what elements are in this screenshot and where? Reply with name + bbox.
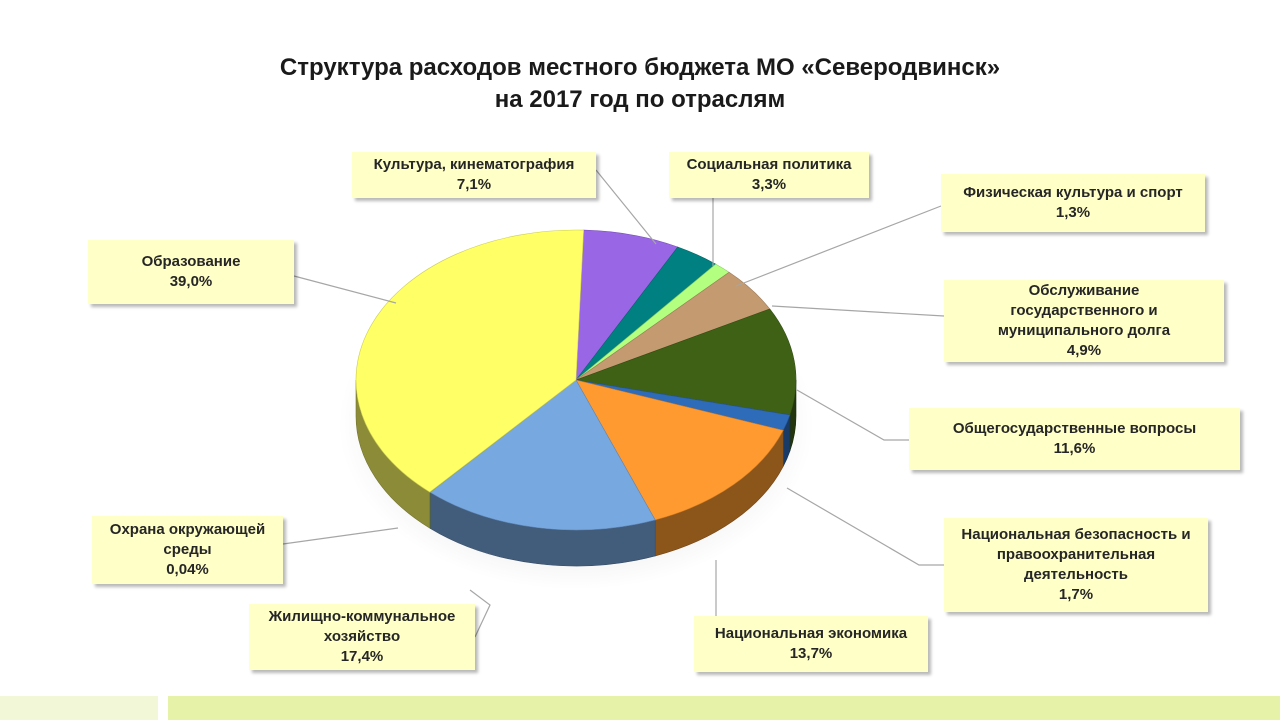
pie-label-percent: 0,04% [166, 561, 209, 578]
pie-label-5: Национальная безопасность и правоохранит… [944, 518, 1208, 612]
pie-label-8: Охрана окружающей среды 0,04% [92, 516, 283, 584]
pie-side-walls [355, 379, 797, 567]
pie-label-3: Обслуживание государственного и муниципа… [944, 280, 1224, 362]
pie-label-name: Обслуживание государственного и муниципа… [997, 282, 1171, 339]
pie-label-name: Образование [141, 253, 241, 270]
leader-line-0 [595, 169, 657, 245]
pie-label-9: Образование 39,0% [88, 240, 294, 304]
pie-label-name: Культура, кинематография [373, 156, 575, 173]
pie-label-name: Социальная политика [686, 156, 852, 173]
pie-label-4: Общегосударственные вопросы 11,6% [909, 408, 1240, 470]
leader-line-2 [735, 205, 942, 287]
pie-label-percent: 11,6% [1053, 440, 1096, 457]
leader-lines [282, 169, 945, 638]
pie-label-name: Национальная экономика [714, 625, 908, 642]
pie-label-percent: 3,3% [751, 176, 787, 193]
pie-label-name: Общегосударственные вопросы [952, 420, 1197, 437]
leader-line-3 [771, 305, 945, 317]
pie-label-1: Социальная политика 3,3% [669, 152, 869, 198]
pie-label-2: Физическая культура и спорт 1,3% [941, 174, 1205, 232]
pie-label-0: Культура, кинематография 7,1% [352, 152, 596, 198]
pie-label-name: Национальная безопасность и правоохранит… [961, 526, 1191, 583]
pie-label-percent: 1,7% [1058, 586, 1094, 603]
pie-label-6: Национальная экономика 13,7% [694, 616, 928, 672]
leader-line-4 [796, 389, 909, 441]
leader-line-5 [786, 487, 944, 566]
pie-slice-9 [355, 229, 584, 493]
pie-label-name: Охрана окружающей среды [109, 521, 266, 558]
pie-slice-4 [574, 308, 797, 416]
pie-label-name: Физическая культура и спорт [963, 184, 1183, 201]
pie-label-percent: 13,7% [789, 645, 833, 662]
pie-label-percent: 39,0% [169, 273, 213, 290]
chart-title: Структура расходов местного бюджета МО «… [0, 52, 1280, 116]
leader-line-8 [282, 527, 399, 545]
leader-line-7 [469, 589, 491, 638]
chart-title-line-1: Структура расходов местного бюджета МО «… [279, 54, 1001, 81]
pie-slice-6 [575, 379, 784, 521]
pie-label-percent: 1,3% [1055, 204, 1091, 221]
pie-label-percent: 17,4% [340, 648, 384, 665]
pie-label-percent: 7,1% [456, 176, 492, 193]
leader-line-9 [293, 275, 397, 304]
pie-label-percent: 4,9% [1066, 342, 1102, 359]
footer-band-left [0, 696, 158, 720]
pie-slice-7 [429, 379, 656, 531]
pie-label-7: Жилищно-коммунальное хозяйство 17,4% [249, 604, 475, 670]
chart-title-line-2: на 2017 год по отраслям [494, 86, 786, 113]
pie-label-name: Жилищно-коммунальное хозяйство [268, 608, 456, 645]
footer-band-right [168, 696, 1280, 720]
pie-slices [355, 229, 797, 531]
